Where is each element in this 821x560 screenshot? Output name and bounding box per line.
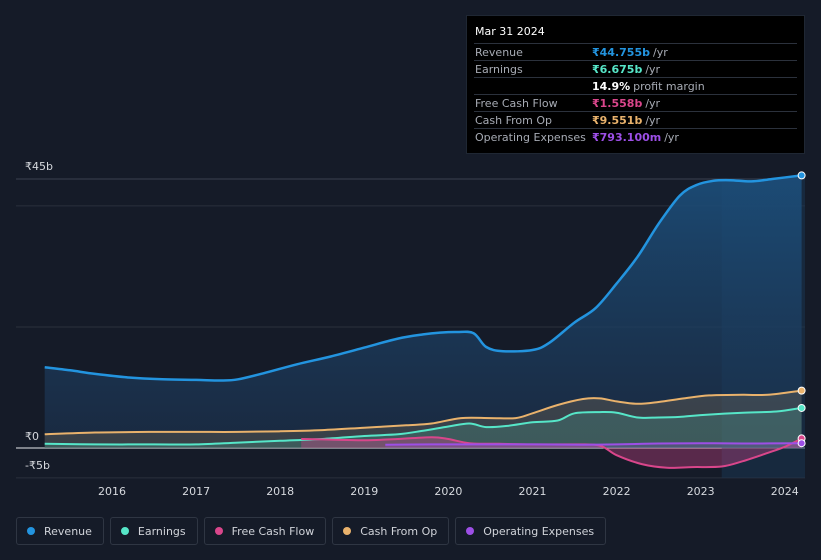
tooltip-row-operating-expenses: Operating Expenses ₹793.100m /yr xyxy=(474,128,797,145)
tooltip-row-profit-margin: 14.9% profit margin xyxy=(474,77,797,94)
legend-label: Cash From Op xyxy=(360,524,438,538)
tooltip-row-cash-from-op: Cash From Op ₹9.551b /yr xyxy=(474,111,797,128)
tooltip-row-revenue: Revenue ₹44.755b /yr xyxy=(474,43,797,60)
tooltip-unit: /yr xyxy=(664,130,679,144)
legend-dot-icon xyxy=(214,527,223,535)
revenue-area xyxy=(44,175,802,448)
tooltip-value: ₹793.100m xyxy=(592,130,662,144)
x-tick-label: 2024 xyxy=(771,485,799,498)
legend-item-cash-from-op[interactable]: Cash From Op xyxy=(332,517,450,545)
tooltip-label: Revenue xyxy=(475,45,523,59)
x-axis-ticks: 2016 2017 2018 2019 2020 2021 2022 2023 2024 xyxy=(98,485,799,498)
tooltip-label: Operating Expenses xyxy=(475,130,586,144)
profit-margin-text: profit margin xyxy=(633,79,705,93)
tooltip-unit: /yr xyxy=(645,62,661,76)
y-axis-label-zero: ₹0 xyxy=(25,430,39,443)
operating-expenses-end-marker xyxy=(797,439,806,448)
tooltip-label: Cash From Op xyxy=(475,113,553,127)
x-tick-label: 2018 xyxy=(266,485,294,498)
revenue-line xyxy=(44,174,802,382)
tooltip-row-free-cash-flow: Free Cash Flow ₹1.558b /yr xyxy=(474,94,797,111)
tooltip-unit: /yr xyxy=(645,96,661,110)
tooltip-value: ₹6.675b xyxy=(592,62,643,76)
cash-from-op-line xyxy=(44,389,802,436)
earnings-area xyxy=(44,407,802,448)
legend-dot-icon xyxy=(27,527,35,535)
tooltip-panel: Mar 31 2024 Revenue ₹44.755b /yr Earning… xyxy=(466,15,805,154)
legend-label: Free Cash Flow xyxy=(231,524,315,538)
x-tick-label: 2021 xyxy=(519,485,547,498)
legend: Revenue Earnings Free Cash Flow Cash Fro… xyxy=(16,517,612,545)
tooltip-unit: /yr xyxy=(645,113,661,127)
x-tick-label: 2017 xyxy=(182,485,210,498)
y-axis-label-top: ₹45b xyxy=(25,160,53,173)
axis-labels: ₹45b ₹0 -₹5b xyxy=(25,160,53,472)
legend-dot-icon xyxy=(120,527,129,535)
series-end-markers xyxy=(797,171,806,448)
y-axis-label-bottom: -₹5b xyxy=(25,459,50,472)
earnings-end-marker xyxy=(797,403,806,412)
x-tick-label: 2019 xyxy=(350,485,378,498)
legend-label: Operating Expenses xyxy=(483,524,595,538)
operating-expenses-line xyxy=(385,442,802,446)
tooltip-value: ₹1.558b xyxy=(592,96,643,110)
tooltip-value: ₹44.755b xyxy=(592,45,650,59)
legend-item-free-cash-flow[interactable]: Free Cash Flow xyxy=(203,517,327,545)
revenue-end-marker xyxy=(797,171,806,180)
legend-item-operating-expenses[interactable]: Operating Expenses xyxy=(455,517,607,545)
legend-label: Earnings xyxy=(137,524,186,538)
legend-item-earnings[interactable]: Earnings xyxy=(109,517,198,545)
tooltip-row-earnings: Earnings ₹6.675b /yr xyxy=(474,60,797,77)
profit-margin-value: 14.9% xyxy=(592,79,631,93)
tooltip-unit: /yr xyxy=(652,45,668,59)
earnings-line xyxy=(44,406,802,446)
x-tick-label: 2022 xyxy=(603,485,631,498)
tooltip-label: Free Cash Flow xyxy=(475,96,558,110)
legend-label: Revenue xyxy=(44,524,92,538)
series-lines xyxy=(44,174,803,469)
tooltip-value: ₹9.551b xyxy=(592,113,643,127)
legend-dot-icon xyxy=(343,527,352,535)
x-tick-label: 2023 xyxy=(687,485,715,498)
cash-from-op-end-marker xyxy=(797,386,806,395)
cash-from-op-area xyxy=(44,390,802,448)
legend-item-revenue[interactable]: Revenue xyxy=(16,517,104,545)
legend-dot-icon xyxy=(466,527,475,535)
tooltip-date: Mar 31 2024 xyxy=(475,25,545,38)
tooltip-label: Earnings xyxy=(475,62,523,76)
x-tick-label: 2020 xyxy=(434,485,462,498)
x-tick-label: 2016 xyxy=(98,485,126,498)
